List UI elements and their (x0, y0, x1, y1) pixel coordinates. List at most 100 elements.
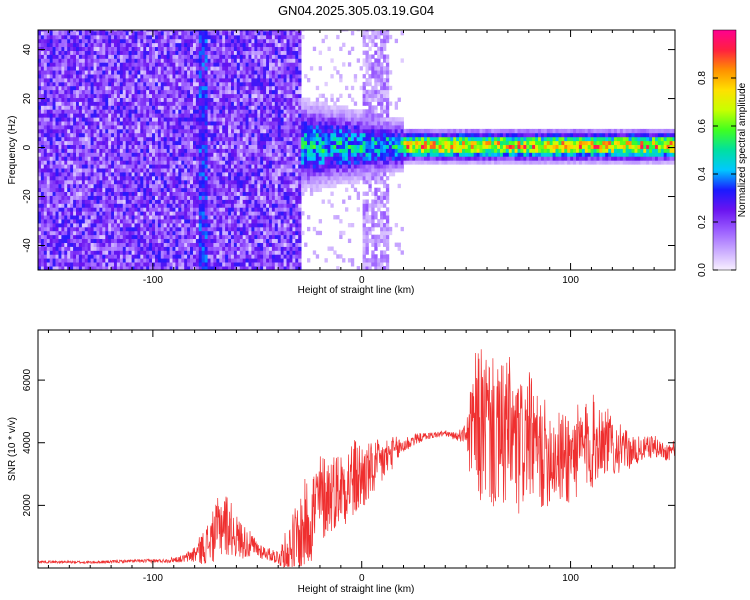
spectrogram-cell (143, 179, 147, 185)
spectrogram-cell (38, 152, 42, 157)
spectrogram-cell (87, 246, 92, 251)
spectrogram-cell (228, 187, 232, 193)
spectrogram-cell (49, 152, 54, 157)
spectrogram-cell (61, 187, 65, 193)
spectrogram-cell (111, 97, 115, 102)
spectrogram-cell (140, 136, 144, 142)
spectrogram-cell (87, 219, 92, 224)
spectrogram-cell (111, 152, 115, 157)
spectrogram-cell (163, 81, 168, 87)
spectrogram-cell (105, 183, 109, 189)
spectrogram-cell (166, 242, 171, 247)
spectrogram-cell (184, 34, 188, 40)
spectrogram-cell (38, 85, 42, 91)
spectrogram-cell (64, 148, 68, 153)
spectrogram-cell (131, 191, 135, 196)
spectrogram-cell (207, 183, 211, 189)
spectrogram-cell (122, 223, 127, 228)
spectrogram-cell (260, 89, 264, 95)
spectrogram-cell (225, 85, 229, 91)
spectrogram-cell (78, 226, 83, 232)
spectrogram-cell (143, 207, 147, 212)
spectrogram-cell (166, 195, 171, 200)
spectrogram-cell (116, 234, 121, 240)
spectrogram-cell (207, 58, 211, 63)
spectrogram-cell (96, 46, 100, 52)
spectrogram-cell (78, 97, 83, 102)
spectrogram-cell (76, 144, 80, 149)
spectrogram-cell (61, 148, 65, 153)
spectrogram-cell (222, 219, 226, 224)
spectrogram-cell (178, 54, 182, 59)
spectrogram-cell (84, 179, 89, 185)
spectrogram-cell (40, 117, 45, 122)
spectrogram-cell (93, 187, 97, 193)
spectrogram-cell (163, 238, 168, 244)
spectrogram-cell (269, 125, 273, 130)
spectrogram-cell (78, 125, 83, 130)
spectrogram-cell (228, 46, 232, 52)
spectrogram-cell (155, 109, 159, 114)
spectrogram-cell (58, 128, 62, 134)
spectrogram-cell (40, 105, 45, 110)
spectrogram-cell (52, 234, 56, 240)
spectrogram-cell (134, 93, 138, 99)
spectrogram-cell (207, 101, 211, 106)
spectrogram-cell (131, 50, 135, 55)
spectrogram-cell (163, 93, 168, 99)
spectrogram-cell (81, 140, 86, 146)
spectrogram-cell (172, 97, 176, 102)
spectrogram-cell (67, 152, 71, 157)
spectrogram-cell (178, 85, 182, 91)
spectrogram-cell (219, 215, 223, 220)
spectrogram-cell (99, 250, 103, 255)
spectrogram-cell (76, 215, 80, 220)
spectrogram-cell (225, 125, 229, 130)
spectrogram-cell (93, 160, 97, 165)
spectrogram-cell (242, 113, 247, 118)
spectrogram-cell (76, 195, 80, 200)
spectrogram-cell (143, 34, 147, 40)
spectrogram-cell (239, 160, 244, 165)
spectrogram-cell (155, 250, 159, 255)
spectrogram-cell (245, 258, 249, 263)
spectrogram-cell (184, 168, 188, 173)
spectrogram-cell (213, 199, 217, 204)
spectrogram-cell (102, 152, 106, 157)
spectrogram-cell (184, 172, 188, 177)
spectrogram-cell (254, 93, 258, 99)
spectrogram-cell (190, 176, 194, 181)
spectrogram-cell (93, 117, 97, 122)
spectrogram-cell (46, 156, 51, 161)
spectrogram-cell (125, 254, 130, 259)
spectrogram-cell (81, 136, 86, 142)
spectrogram-cell (207, 176, 211, 181)
spectrogram-cell (131, 160, 135, 165)
spectrogram-cell (239, 223, 244, 228)
spectrogram-cell (119, 230, 124, 236)
spectrogram-cell (64, 215, 68, 220)
spectrogram-cell (140, 89, 144, 95)
spectrogram-cell (84, 211, 89, 216)
spectrogram-cell (269, 140, 273, 146)
spectrogram-cell (131, 89, 135, 95)
spectrogram-cell (190, 136, 194, 142)
spectrogram-cell (207, 42, 211, 48)
spectrogram-cell (228, 54, 232, 59)
spectrogram-cell (87, 93, 92, 99)
spectrogram-cell (213, 50, 217, 55)
spectrogram-cell (193, 74, 197, 79)
spectrogram-cell (70, 176, 74, 181)
spectrogram-cell (181, 132, 185, 138)
spectrogram-cell (254, 140, 258, 146)
spectrogram-cell (152, 230, 156, 236)
spectrogram-cell (81, 179, 86, 185)
spectrogram-cell (105, 70, 109, 75)
spectrogram-cell (222, 179, 226, 185)
spectrogram-cell (99, 81, 103, 87)
spectrogram-cell (116, 187, 121, 193)
spectrogram-cell (184, 81, 188, 87)
spectrogram-cell (137, 215, 141, 220)
spectrogram-cell (108, 62, 112, 67)
spectrogram-cell (137, 187, 141, 193)
